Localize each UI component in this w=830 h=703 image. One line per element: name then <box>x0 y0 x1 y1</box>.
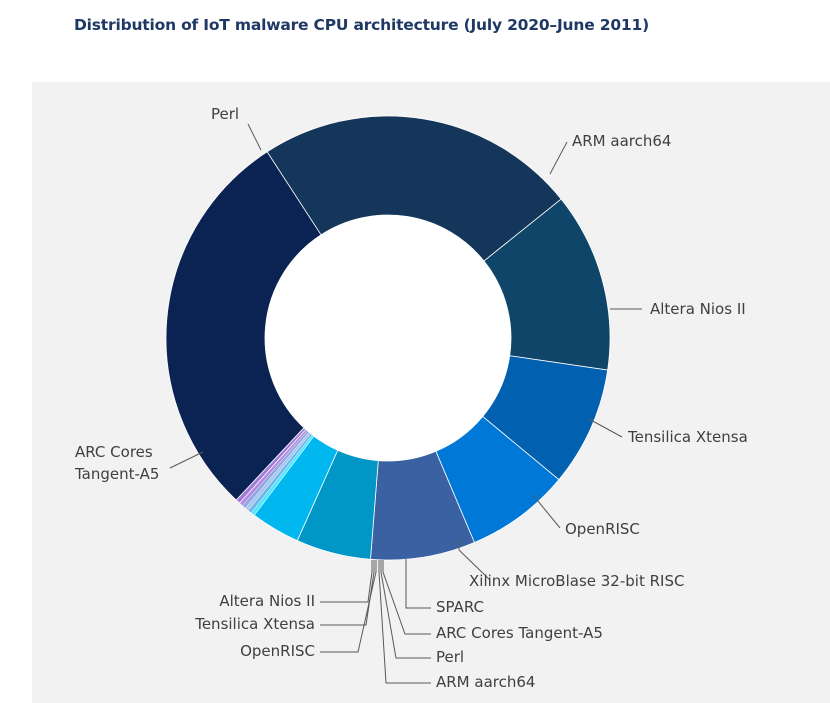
slice-label-10: OpenRISC <box>240 642 315 660</box>
slice-label-4: OpenRISC <box>565 520 640 538</box>
slice-label-9: ARM aarch64 <box>436 673 535 691</box>
leader-line-9 <box>378 560 431 684</box>
leader-line-6 <box>405 559 431 609</box>
donut-hole <box>265 215 511 461</box>
leader-line-12 <box>320 560 373 603</box>
leader-line-3 <box>588 418 623 438</box>
leader-line-13 <box>169 451 204 469</box>
leader-line-5 <box>458 539 491 581</box>
slice-label-2: Altera Nios II <box>650 300 746 318</box>
leader-line-0 <box>247 123 262 151</box>
slice-label-1: ARM aarch64 <box>572 132 671 150</box>
slice-label-11: Tensilica Xtensa <box>194 615 315 633</box>
leader-line-4 <box>532 494 561 529</box>
slice-label-5: Xilinx MicroBlase 32-bit RISC <box>469 572 684 590</box>
slice-label-8: Perl <box>436 648 464 666</box>
slice-label-6: SPARC <box>436 598 484 616</box>
leader-line-11 <box>320 560 375 626</box>
slice-label-7: ARC Cores Tangent-A5 <box>436 624 603 642</box>
slice-label-13: ARC Cores Tangent-A5 <box>74 443 159 483</box>
slice-label-3: Tensilica Xtensa <box>627 428 748 446</box>
leader-line-1 <box>549 141 568 175</box>
slice-label-12: Altera Nios II <box>219 592 315 610</box>
leader-line-8 <box>380 560 431 659</box>
leader-line-7 <box>382 560 431 635</box>
slice-label-0: Perl <box>211 105 239 123</box>
chart-title: Distribution of IoT malware CPU architec… <box>74 16 649 34</box>
donut-chart: Perl ARM aarch64 Altera Nios II Tensilica X… <box>74 105 748 691</box>
leader-line-10 <box>320 560 377 653</box>
chart-panel: Perl ARM aarch64 Altera Nios II Tensilica X… <box>32 82 830 703</box>
